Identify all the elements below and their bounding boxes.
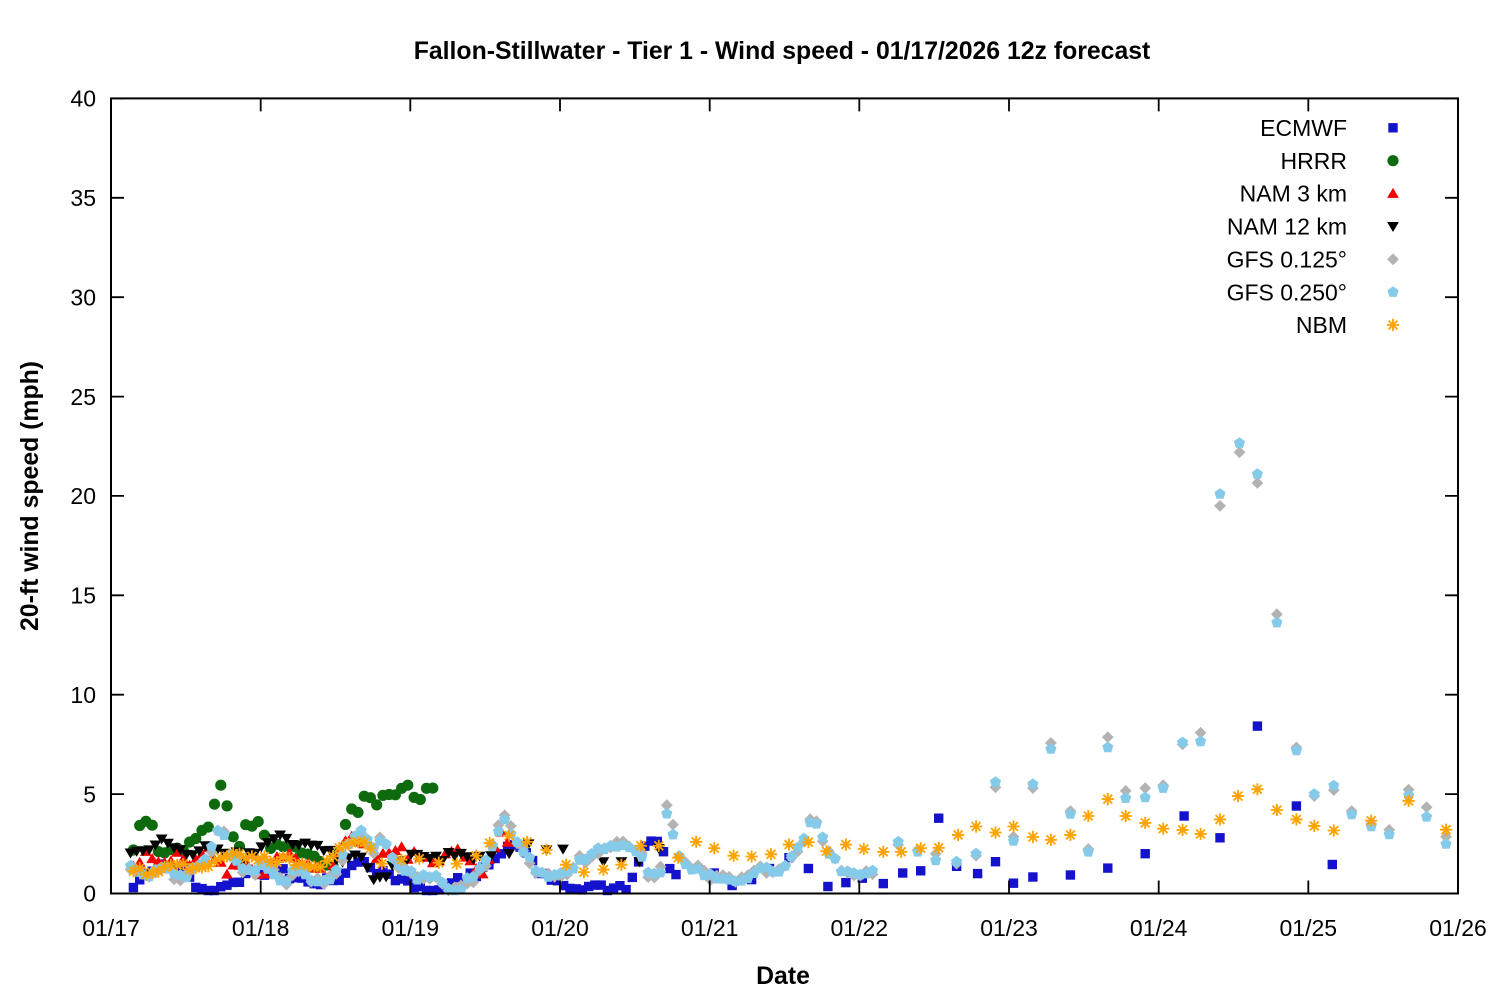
svg-text:01/19: 01/19 bbox=[382, 915, 440, 941]
svg-text:NBM: NBM bbox=[1296, 312, 1347, 338]
svg-text:GFS 0.125°: GFS 0.125° bbox=[1227, 247, 1347, 273]
svg-text:01/23: 01/23 bbox=[980, 915, 1038, 941]
svg-text:01/17: 01/17 bbox=[82, 915, 140, 941]
svg-text:0: 0 bbox=[83, 881, 96, 907]
svg-text:01/20: 01/20 bbox=[531, 915, 589, 941]
svg-text:01/24: 01/24 bbox=[1130, 915, 1188, 941]
svg-text:10: 10 bbox=[70, 682, 96, 708]
svg-text:NAM 3 km: NAM 3 km bbox=[1240, 181, 1347, 207]
svg-text:30: 30 bbox=[70, 284, 96, 310]
svg-text:01/18: 01/18 bbox=[232, 915, 290, 941]
svg-text:40: 40 bbox=[70, 86, 96, 112]
svg-text:01/22: 01/22 bbox=[831, 915, 889, 941]
svg-text:25: 25 bbox=[70, 384, 96, 410]
svg-text:20-ft wind speed (mph): 20-ft wind speed (mph) bbox=[17, 361, 44, 631]
svg-text:01/26: 01/26 bbox=[1429, 915, 1487, 941]
svg-text:NAM 12 km: NAM 12 km bbox=[1227, 214, 1347, 240]
svg-text:15: 15 bbox=[70, 583, 96, 609]
svg-text:20: 20 bbox=[70, 483, 96, 509]
svg-text:Date: Date bbox=[756, 963, 810, 990]
svg-text:01/25: 01/25 bbox=[1280, 915, 1338, 941]
svg-text:ECMWF: ECMWF bbox=[1260, 115, 1347, 141]
svg-text:35: 35 bbox=[70, 185, 96, 211]
svg-text:5: 5 bbox=[83, 781, 96, 807]
svg-text:HRRR: HRRR bbox=[1281, 148, 1347, 174]
svg-text:Fallon-Stillwater - Tier 1 - W: Fallon-Stillwater - Tier 1 - Wind speed … bbox=[414, 38, 1151, 65]
svg-text:GFS 0.250°: GFS 0.250° bbox=[1227, 279, 1347, 305]
svg-text:01/21: 01/21 bbox=[681, 915, 739, 941]
